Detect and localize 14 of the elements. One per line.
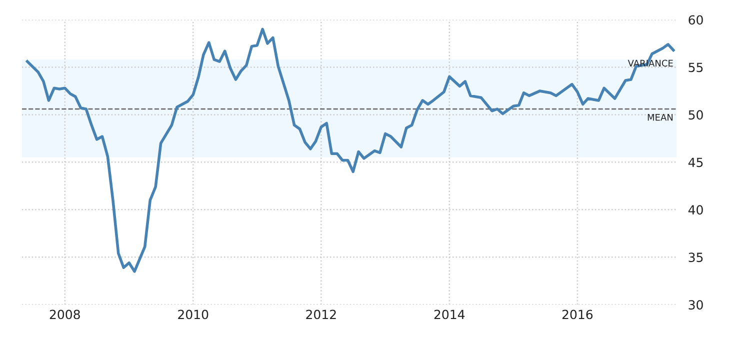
y-tick-label: 60 (688, 15, 703, 25)
x-tick-label: 2010 (178, 310, 208, 320)
ref-line-label: MEAN (648, 114, 673, 121)
y-tick-label: 40 (688, 205, 703, 215)
x-tick-label: 2014 (434, 310, 465, 320)
x-tick-label: 2012 (306, 310, 336, 320)
y-tick-label: 35 (688, 252, 703, 262)
x-tick-label: 2008 (50, 310, 80, 320)
y-tick-label: 55 (688, 62, 703, 72)
y-tick-label: 45 (688, 158, 703, 168)
y-tick-label: 30 (688, 300, 703, 310)
y-tick-label: 50 (688, 110, 703, 120)
line-series (26, 28, 675, 273)
x-tick-label: 2016 (562, 310, 593, 320)
